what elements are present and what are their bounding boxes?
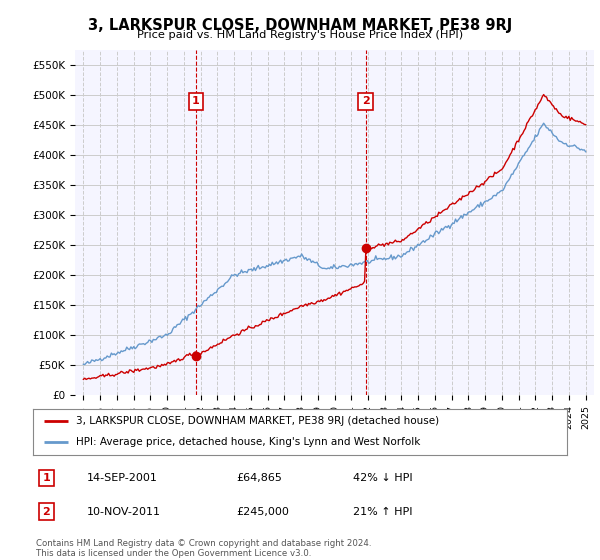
Text: 14-SEP-2001: 14-SEP-2001 [86,473,157,483]
Text: 3, LARKSPUR CLOSE, DOWNHAM MARKET, PE38 9RJ (detached house): 3, LARKSPUR CLOSE, DOWNHAM MARKET, PE38 … [76,416,439,426]
Text: 1: 1 [192,96,200,106]
Text: HPI: Average price, detached house, King's Lynn and West Norfolk: HPI: Average price, detached house, King… [76,437,420,447]
Text: 21% ↑ HPI: 21% ↑ HPI [353,507,413,517]
Text: Price paid vs. HM Land Registry's House Price Index (HPI): Price paid vs. HM Land Registry's House … [137,30,463,40]
Text: £64,865: £64,865 [236,473,282,483]
Text: 2: 2 [362,96,370,106]
Text: £245,000: £245,000 [236,507,289,517]
Text: 42% ↓ HPI: 42% ↓ HPI [353,473,413,483]
Text: 2: 2 [43,507,50,517]
Text: Contains HM Land Registry data © Crown copyright and database right 2024.
This d: Contains HM Land Registry data © Crown c… [36,539,371,558]
Text: 10-NOV-2011: 10-NOV-2011 [86,507,160,517]
Text: 3, LARKSPUR CLOSE, DOWNHAM MARKET, PE38 9RJ: 3, LARKSPUR CLOSE, DOWNHAM MARKET, PE38 … [88,18,512,34]
Text: 1: 1 [43,473,50,483]
